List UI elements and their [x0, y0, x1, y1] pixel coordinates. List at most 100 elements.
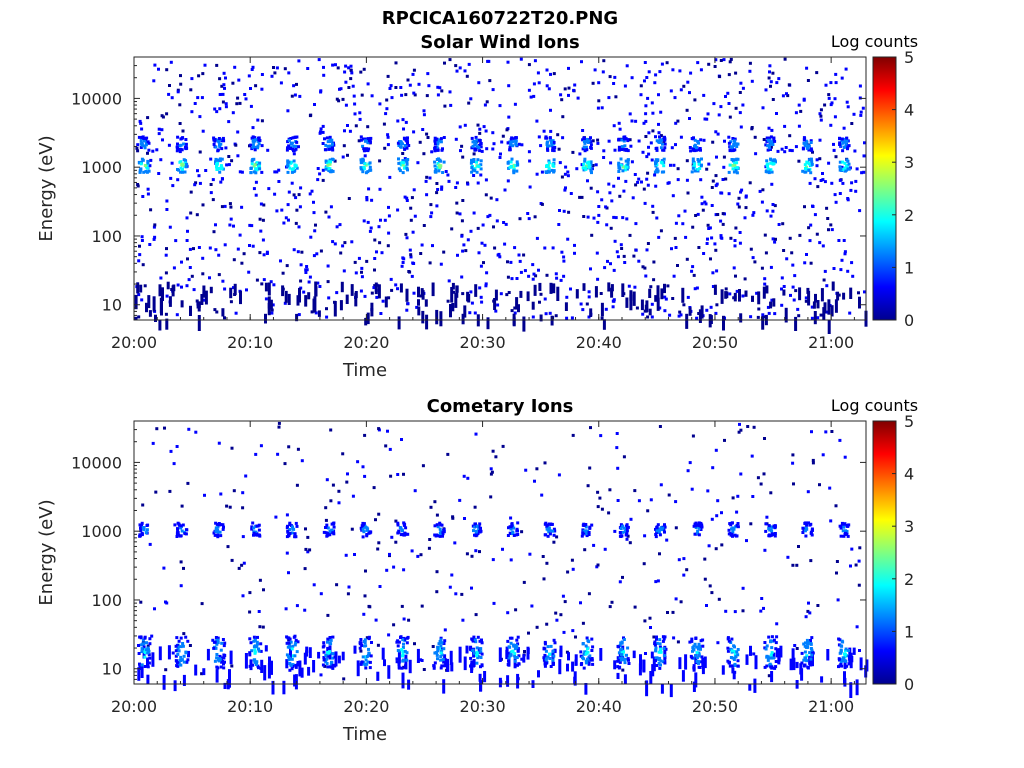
heatmap-cell	[846, 534, 850, 538]
heatmap-cell	[256, 635, 259, 639]
heatmap-cell	[497, 252, 501, 256]
heatmap-cell	[233, 65, 237, 69]
heatmap-cell	[492, 142, 496, 146]
heatmap-cell	[586, 179, 589, 183]
heatmap-cell	[551, 164, 555, 167]
heatmap-cell	[325, 478, 329, 482]
heatmap-cell	[386, 143, 390, 147]
heatmap-cell	[801, 531, 805, 534]
heatmap-cell	[214, 646, 218, 650]
heatmap-cell	[325, 523, 329, 527]
heatmap-cell	[688, 461, 692, 465]
heatmap-cell	[152, 79, 156, 83]
heatmap-cell	[316, 281, 320, 285]
heatmap-cell	[595, 565, 599, 569]
heatmap-cell	[768, 662, 772, 666]
heatmap-cell	[472, 174, 476, 177]
heatmap-cell	[403, 147, 407, 151]
heatmap-cell	[176, 645, 180, 649]
heatmap-cell	[147, 148, 151, 152]
heatmap-cell	[444, 170, 448, 173]
heatmap-cell	[475, 533, 479, 537]
heatmap-cell	[510, 309, 514, 313]
heatmap-cell	[620, 148, 624, 151]
heatmap-cell	[663, 661, 667, 665]
heatmap-cell	[326, 650, 329, 654]
colorbar-tick-label: 4	[904, 465, 914, 484]
heatmap-cell	[397, 161, 401, 165]
heatmap-cell	[722, 155, 726, 159]
heatmap-cell	[482, 125, 486, 129]
heatmap-cell	[479, 145, 483, 149]
heatmap-cell	[277, 168, 281, 172]
heatmap-cell	[368, 140, 372, 144]
heatmap-cell	[324, 518, 328, 522]
heatmap-cell	[293, 532, 297, 536]
heatmap-cell	[764, 529, 768, 533]
heatmap-cell	[345, 294, 349, 304]
heatmap-cell	[734, 274, 737, 278]
heatmap-cell	[729, 647, 733, 651]
heatmap-cell	[739, 190, 743, 194]
heatmap-cell	[655, 531, 659, 535]
heatmap-cell	[586, 639, 590, 643]
heatmap-cell	[158, 646, 162, 661]
heatmap-cell	[401, 163, 405, 167]
heatmap-cell	[760, 266, 764, 270]
heatmap-cell	[765, 515, 769, 519]
heatmap-cell	[663, 525, 667, 529]
heatmap-cell	[402, 642, 405, 646]
heatmap-cell	[230, 159, 234, 163]
heatmap-cell	[715, 514, 719, 518]
heatmap-cell	[567, 66, 570, 70]
heatmap-cell	[322, 658, 326, 662]
heatmap-cell	[774, 641, 778, 645]
heatmap-cell	[270, 311, 274, 315]
heatmap-cell	[676, 178, 680, 182]
heatmap-cell	[327, 296, 331, 300]
heatmap-cell	[165, 112, 169, 116]
heatmap-cell	[571, 629, 575, 633]
heatmap-cell	[532, 82, 536, 86]
heatmap-cell	[282, 680, 286, 695]
heatmap-cell	[216, 533, 220, 537]
heatmap-cell	[298, 660, 302, 677]
heatmap-cell	[200, 602, 204, 606]
heatmap-cell	[657, 122, 660, 126]
heatmap-cell	[283, 301, 287, 305]
heatmap-cell	[763, 665, 767, 669]
heatmap-cell	[670, 146, 674, 150]
heatmap-cell	[380, 251, 384, 255]
heatmap-cell	[478, 127, 482, 131]
heatmap-cell	[138, 168, 142, 172]
heatmap-cell	[428, 538, 432, 541]
heatmap-cell	[728, 163, 732, 167]
heatmap-cell	[377, 225, 381, 229]
heatmap-cell	[616, 499, 620, 502]
heatmap-cell	[860, 171, 864, 175]
heatmap-cell	[251, 143, 255, 147]
heatmap-cell	[553, 529, 557, 533]
heatmap-cell	[838, 165, 842, 169]
heatmap-cell	[767, 146, 771, 150]
heatmap-cell	[275, 66, 279, 70]
heatmap-cell	[804, 299, 808, 303]
heatmap-cell	[739, 428, 743, 432]
heatmap-cell	[772, 656, 775, 660]
heatmap-cell	[585, 636, 589, 640]
heatmap-cell	[439, 636, 443, 640]
heatmap-cell	[164, 312, 168, 316]
heatmap-cell	[543, 522, 547, 526]
heatmap-cell	[316, 167, 320, 170]
heatmap-cell	[857, 291, 860, 295]
heatmap-cell	[291, 644, 295, 648]
heatmap-cell	[286, 109, 290, 113]
heatmap-cell	[770, 182, 774, 186]
heatmap-cell	[165, 294, 169, 298]
heatmap-cell	[645, 155, 649, 159]
heatmap-cell	[363, 154, 367, 158]
heatmap-cell	[165, 247, 168, 251]
heatmap-cell	[507, 291, 511, 294]
heatmap-cell	[562, 259, 566, 263]
heatmap-cell	[399, 161, 402, 165]
